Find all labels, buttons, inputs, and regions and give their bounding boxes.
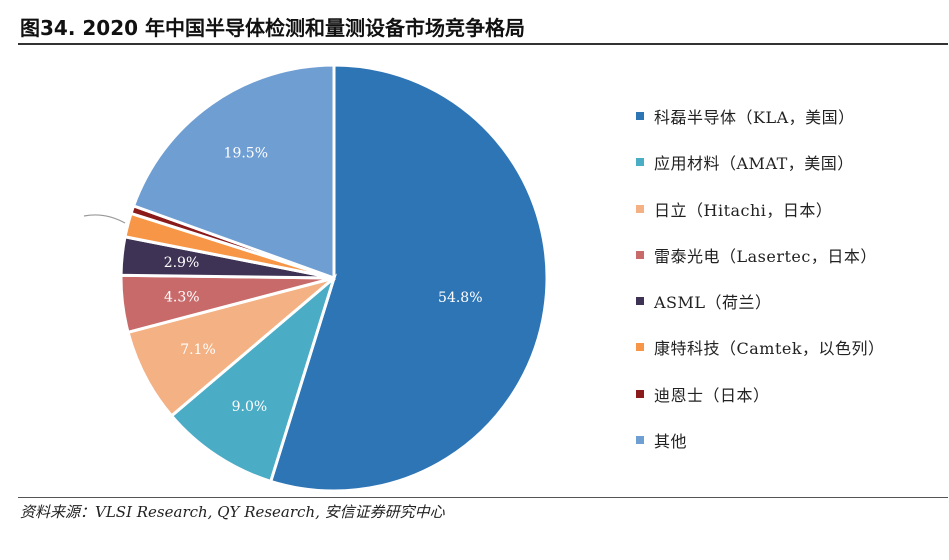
legend-label: 其他	[654, 432, 688, 452]
legend-swatch	[636, 436, 644, 445]
pie-data-label-3: 7.1%	[180, 342, 216, 358]
pie-slice-8	[131, 63, 336, 281]
pie-slice-1	[268, 63, 549, 493]
chart-legend: 科磊半导体（KLA，美国） 应用材料（AMAT，美国） 日立（Hitachi，日本）…	[636, 104, 885, 474]
legend-label: 日立（Hitachi，日本）	[654, 200, 833, 220]
figure-title: 图34. 2020 年中国半导体检测和量测设备市场竞争格局	[20, 16, 526, 40]
pie-data-label-8: 19.5%	[224, 146, 268, 162]
legend-label: 应用材料（AMAT，美国）	[654, 154, 854, 174]
title-divider	[18, 43, 948, 45]
legend-label: 迪恩士（日本）	[654, 385, 770, 405]
source-divider	[18, 497, 948, 498]
pie-slice-2	[169, 273, 337, 484]
legend-item: ASML（荷兰）	[636, 289, 885, 335]
pie-data-label-4: 4.3%	[164, 290, 200, 306]
legend-item: 康特科技（Camtek，以色列）	[636, 335, 885, 381]
legend-label: 康特科技（Camtek，以色列）	[654, 339, 885, 359]
pie-chart: 54.8% 9.0% 7.1% 4.3% 2.9% 19.5%	[83, 63, 549, 493]
legend-label: ASML（荷兰）	[654, 293, 772, 313]
legend-swatch	[636, 112, 644, 120]
legend-item: 其他	[636, 428, 885, 474]
legend-item: 日立（Hitachi，日本）	[636, 197, 885, 243]
source-note: 资料来源：VLSI Research, QY Research, 安信证券研究中…	[20, 503, 445, 521]
legend-item: 科磊半导体（KLA，美国）	[636, 104, 885, 150]
legend-swatch	[636, 343, 644, 352]
legend-swatch	[636, 250, 644, 259]
legend-label: 雷泰光电（Lasertec，日本）	[654, 246, 877, 266]
legend-item: 雷泰光电（Lasertec，日本）	[636, 243, 885, 289]
legend-swatch	[636, 389, 644, 398]
legend-item: 应用材料（AMAT，美国）	[636, 150, 885, 196]
legend-swatch	[636, 158, 644, 167]
pie-data-label-5: 2.9%	[164, 255, 200, 271]
leader-line	[83, 214, 126, 224]
pie-data-label-2: 9.0%	[232, 399, 268, 415]
legend-item: 迪恩士（日本）	[636, 382, 885, 428]
pie-data-label-1: 54.8%	[438, 290, 482, 306]
legend-swatch	[636, 204, 644, 213]
legend-swatch	[636, 297, 644, 306]
legend-label: 科磊半导体（KLA，美国）	[654, 108, 855, 127]
